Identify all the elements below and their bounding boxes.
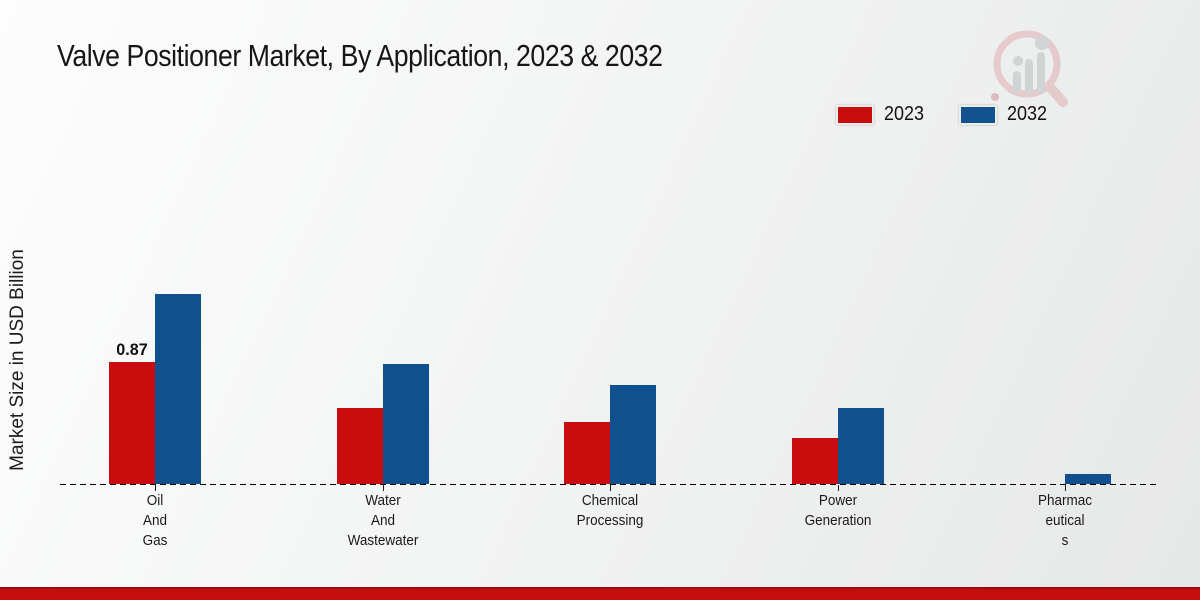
category-label-chemical-processing: Chemical Processing — [547, 491, 673, 531]
bar-2032-pharmaceuticals — [1065, 474, 1111, 484]
x-axis-tick-pharmaceuticals — [1065, 485, 1066, 491]
x-axis-tick-oil-and-gas — [155, 485, 156, 491]
chart-title: Valve Positioner Market, By Application,… — [57, 38, 663, 73]
category-label-line: Generation — [804, 512, 871, 529]
category-label-line: s — [1061, 532, 1069, 549]
bar-2032-oil-and-gas — [155, 294, 201, 484]
category-label-water-and-wastewater: Water And Wastewater — [320, 491, 446, 551]
category-label-line: Power — [818, 492, 857, 509]
category-label-pharmaceuticals: Pharmac eutical s — [1002, 491, 1128, 551]
category-label-line: Oil — [146, 492, 164, 509]
x-axis-tick-chemical-processing — [610, 485, 611, 491]
magnifier-bar-chart-logo-icon — [991, 30, 1068, 107]
category-label-line: Chemical — [581, 492, 639, 509]
legend-swatch-2023 — [836, 104, 874, 125]
bar-value-label: 0.87 — [116, 340, 148, 359]
legend: 2023 2032 — [836, 103, 1051, 126]
category-label-line: Water — [364, 492, 401, 509]
bar-2032-power-generation — [837, 408, 884, 484]
legend-item-2032: 2032 — [958, 103, 1052, 126]
legend-label-2023: 2023 — [884, 103, 925, 125]
bar-2023-water-and-wastewater — [336, 408, 383, 484]
legend-item-2023: 2023 — [836, 103, 929, 126]
category-label-line: Gas — [142, 532, 168, 549]
x-axis-dashed-baseline — [60, 484, 1160, 485]
bar-2032-chemical-processing — [610, 385, 656, 484]
category-label-oil-and-gas: Oil And Gas — [92, 491, 218, 551]
category-label-power-generation: Power Generation — [775, 491, 901, 531]
category-label-line: Wastewater — [347, 532, 418, 549]
x-axis-tick-power-generation — [837, 485, 839, 491]
category-label-line: Pharmac — [1037, 492, 1093, 509]
category-label-line: And — [142, 512, 168, 529]
bar-2032-water-and-wastewater — [382, 364, 429, 484]
bar-2023-power-generation — [791, 438, 838, 484]
category-label-line: And — [370, 512, 395, 529]
legend-swatch-2032 — [958, 104, 997, 125]
x-axis-tick-water-and-wastewater — [382, 485, 384, 491]
category-label-line: Processing — [576, 512, 644, 529]
bar-2023-chemical-processing — [564, 422, 610, 484]
legend-label-2032: 2032 — [1006, 103, 1047, 125]
footer-banner — [0, 587, 1200, 600]
category-label-line: eutical — [1045, 512, 1085, 529]
bar-2023-oil-and-gas — [109, 362, 155, 484]
